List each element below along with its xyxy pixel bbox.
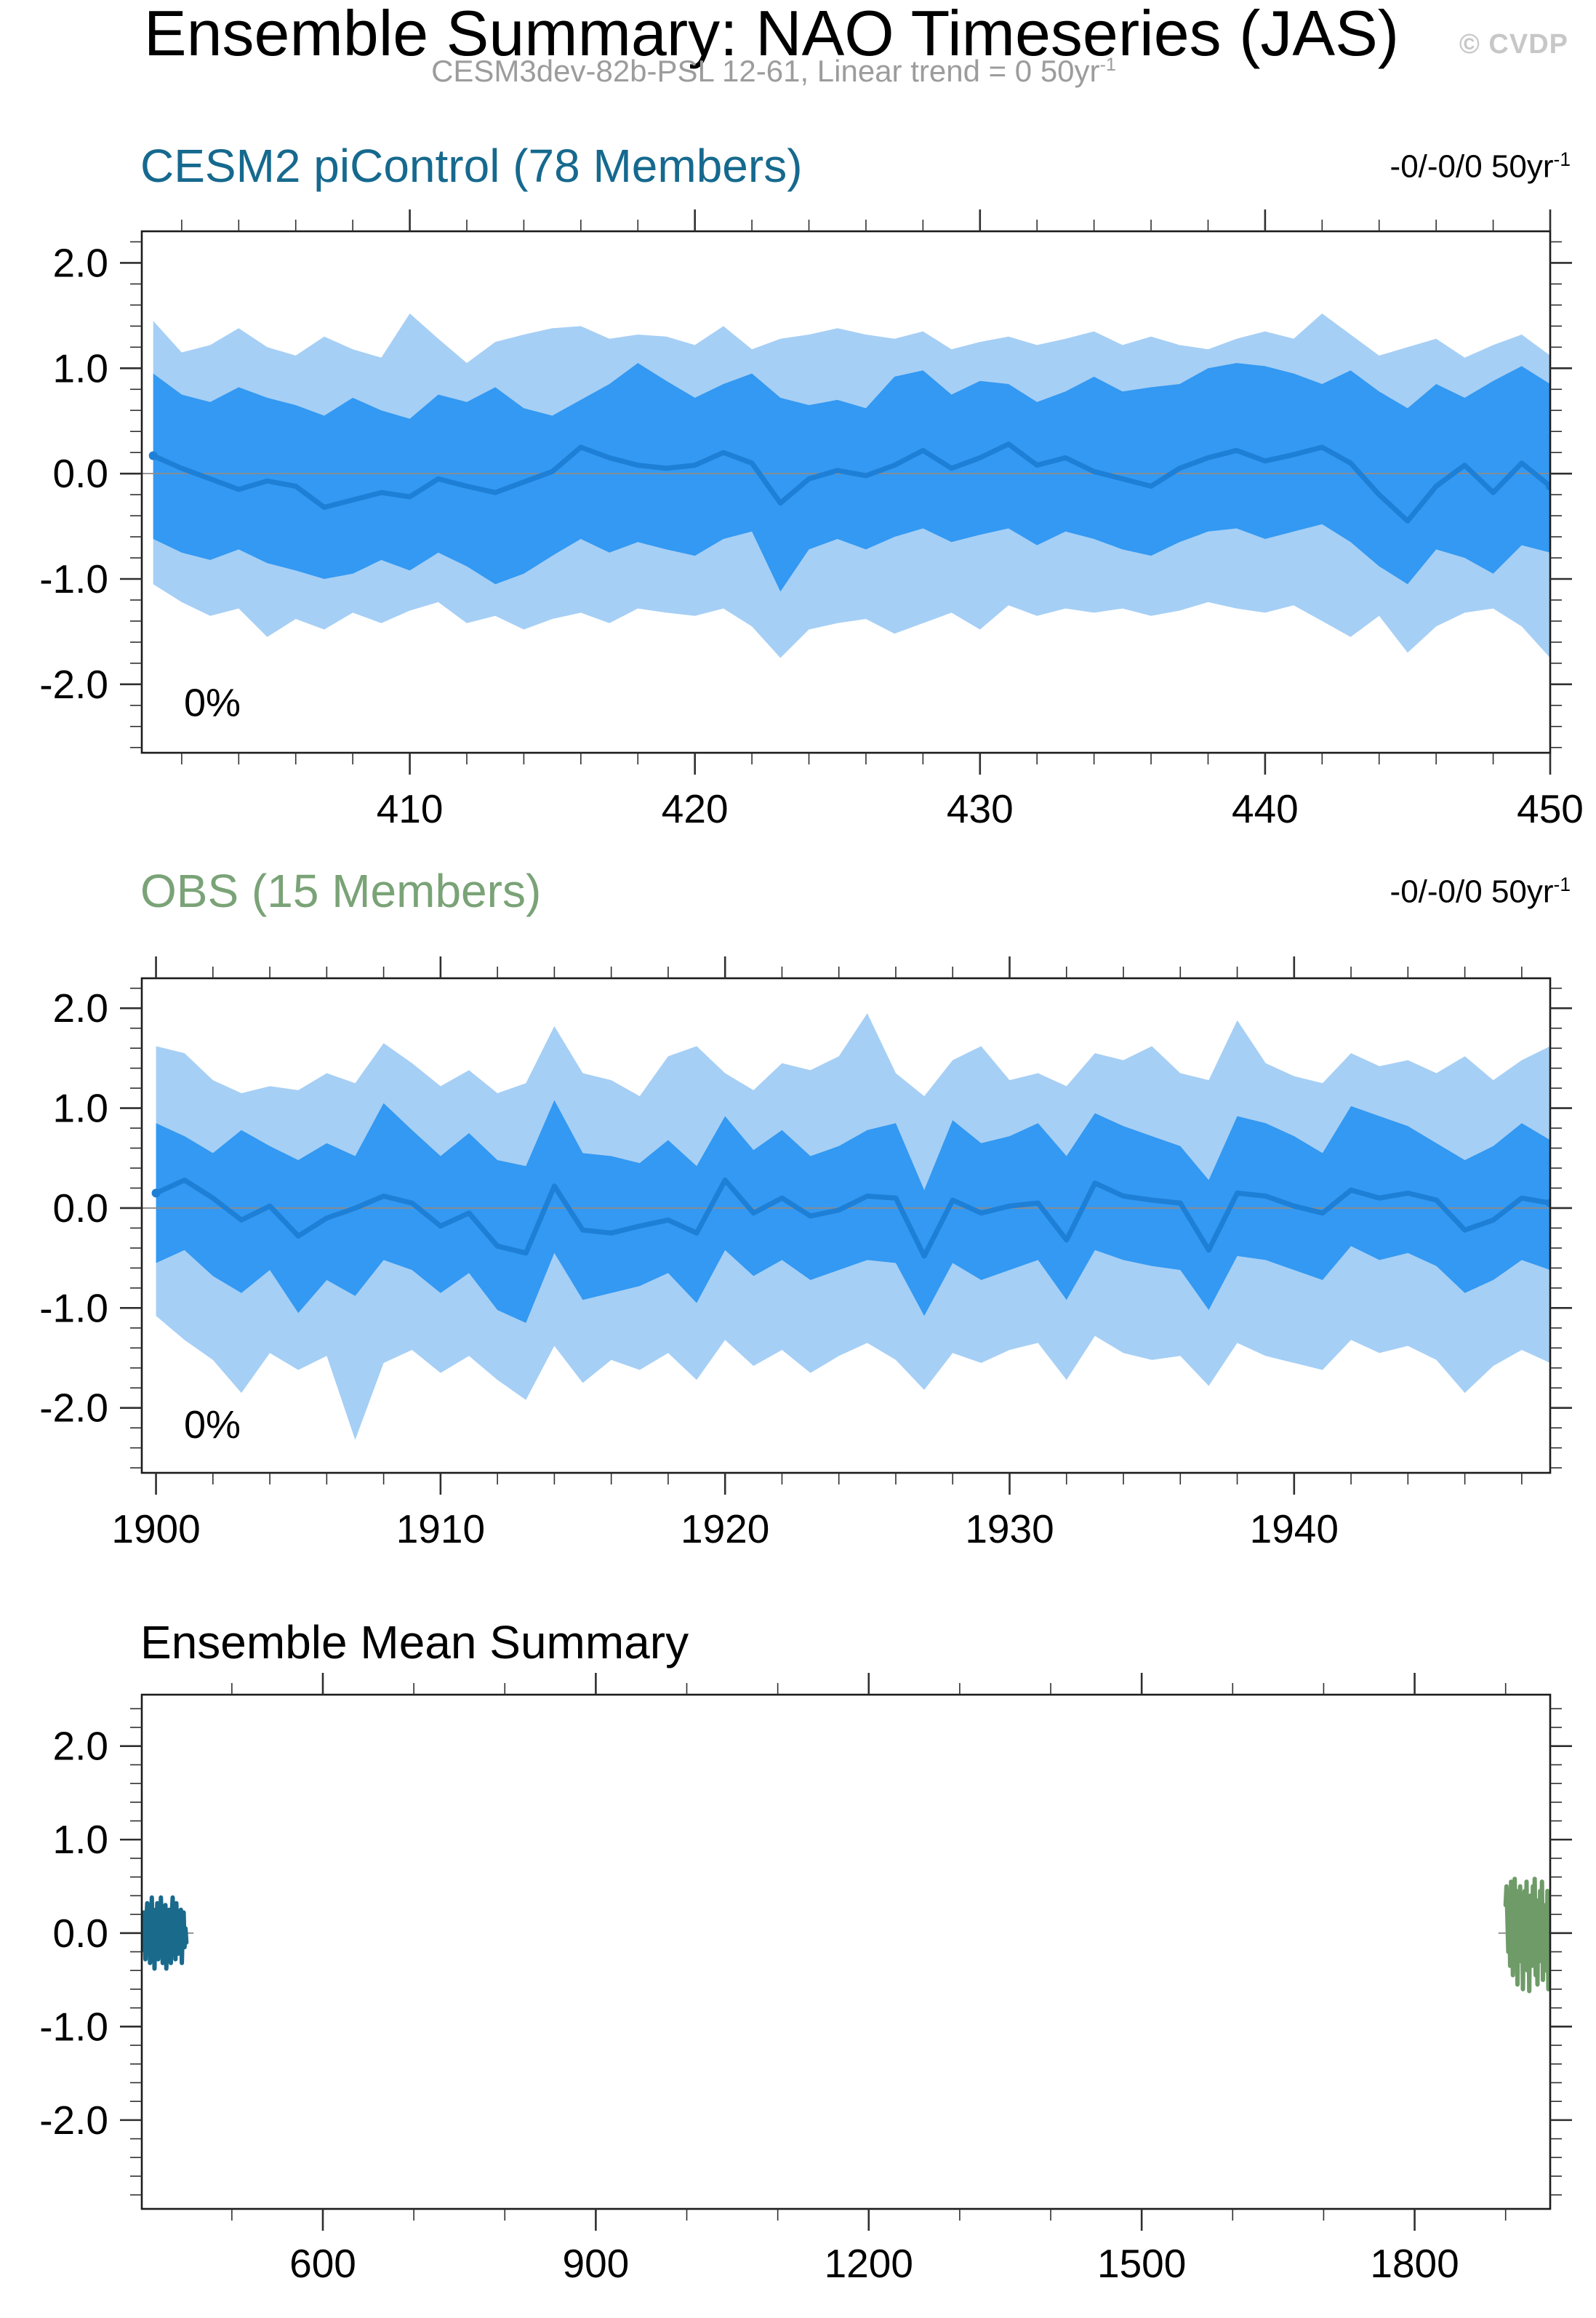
obs-plot-area (142, 1013, 1550, 1440)
page-title: Ensemble Summary: NAO Timeseries (JAS) (143, 0, 1400, 69)
trend-label-obs: -0/-0/0 50yr-1 (1390, 875, 1571, 908)
y-tick-label: -2.0 (39, 662, 108, 707)
panel-title-obs: OBS (15 Members) (140, 865, 542, 917)
trend-superscript: -1 (1553, 148, 1571, 170)
panel-title-cesm2-picontrol: CESM2 piControl (78 Members) (140, 140, 803, 192)
line-end-dot (1546, 1199, 1550, 1208)
ensemble-mean-summary-ticks: 600 900 1200 1500 1800 2.0 1.0 0.0 -1.0 -2.0 (39, 1673, 1572, 2286)
cesm2-picontrol-ticks: 410 420 430 440 450 2.0 1.0 0.0 -1.0 -2.0 (39, 209, 1584, 831)
panel-title-ensemble-mean-summary: Ensemble Mean Summary (140, 1616, 689, 1668)
obs-line (153, 1178, 1550, 1259)
cesm2-picontrol-plot-area (142, 313, 1550, 658)
obs-frame (140, 977, 1552, 1474)
trend-superscript: -1 (1553, 874, 1571, 895)
ensemble-mean-summary-frame (140, 1693, 1552, 2210)
x-tick-label: 420 (662, 786, 729, 831)
y-tick-label: 0.0 (53, 451, 108, 496)
trend-text: -0/-0/0 50yr (1390, 874, 1554, 910)
percent-annotation: 0% (184, 681, 241, 724)
obs-band (156, 1100, 1550, 1323)
y-tick-label: 2.0 (53, 986, 108, 1031)
y-tick-label: -1.0 (39, 1285, 108, 1330)
x-tick-label: 1200 (825, 2241, 913, 2286)
x-tick-label: 900 (563, 2241, 630, 2286)
y-tick-label: 1.0 (53, 1086, 108, 1131)
x-tick-label: 440 (1232, 786, 1299, 831)
y-tick-label: -2.0 (39, 1386, 108, 1431)
x-tick-label: 450 (1517, 786, 1584, 831)
x-tick-label: 430 (947, 786, 1014, 831)
x-tick-label: 1900 (111, 1506, 200, 1551)
trend-label-cesm2-picontrol: -0/-0/0 50yr-1 (1390, 150, 1571, 183)
y-tick-label: -2.0 (39, 2098, 108, 2143)
percent-annotation: 0% (184, 1403, 241, 1447)
y-tick-label: 2.0 (53, 240, 108, 285)
x-tick-label: 1930 (965, 1506, 1054, 1551)
cesm2-picontrol-line (151, 441, 1550, 524)
x-tick-label: 600 (289, 2241, 356, 2286)
y-tick-label: 2.0 (53, 1724, 108, 1769)
cesm2-picontrol-band (153, 363, 1550, 592)
y-tick-label: 1.0 (53, 345, 108, 391)
ensemble-mean-summary-line (1503, 1877, 1550, 1994)
line-end-dot (1546, 481, 1550, 491)
y-tick-label: 0.0 (53, 1186, 108, 1231)
x-tick-label: 1910 (396, 1506, 485, 1551)
obs-ticks: 1900 1910 1920 1930 1940 2.0 1.0 0.0 -1.0 -2.0 (39, 956, 1572, 1551)
ensemble-mean-summary-plot-area (142, 1877, 1550, 1994)
x-tick-label: 1920 (681, 1506, 769, 1551)
y-tick-label: -1.0 (39, 556, 108, 602)
subtitle-text: CESM3dev-82b-PSL 12-61, Linear trend = 0… (431, 54, 1100, 88)
subtitle-superscript: -1 (1099, 55, 1116, 75)
trend-text: -0/-0/0 50yr (1390, 148, 1554, 185)
page-subtitle: CESM3dev-82b-PSL 12-61, Linear trend = 0… (0, 54, 1547, 89)
ensemble-mean-summary-line (142, 1895, 189, 1971)
y-tick-label: 0.0 (53, 1911, 108, 1956)
x-tick-label: 410 (377, 786, 444, 831)
x-tick-label: 1500 (1097, 2241, 1186, 2286)
y-tick-label: 1.0 (53, 1817, 108, 1862)
cvdp-watermark: © CVDP (1459, 29, 1568, 60)
x-tick-label: 1800 (1370, 2241, 1459, 2286)
line-start-dot (148, 451, 158, 460)
x-tick-label: 1940 (1250, 1506, 1339, 1551)
cesm2-picontrol-frame (140, 230, 1552, 754)
line-start-dot (151, 1188, 161, 1198)
y-tick-label: -1.0 (39, 2004, 108, 2049)
